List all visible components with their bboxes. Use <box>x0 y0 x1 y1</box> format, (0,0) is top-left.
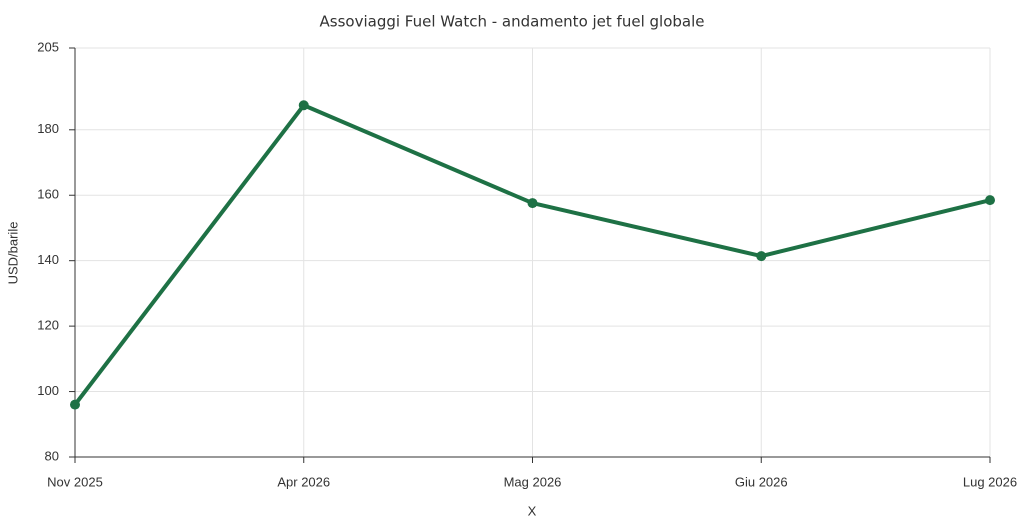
y-axis-label: USD/barile <box>5 222 20 285</box>
x-tick-label: Mag 2026 <box>504 474 562 489</box>
chart-title: Assoviaggi Fuel Watch - andamento jet fu… <box>320 13 705 31</box>
data-point <box>527 198 538 209</box>
y-tick-label: 160 <box>37 187 59 202</box>
x-tick-label: Lug 2026 <box>963 474 1017 489</box>
y-tick-label: 80 <box>45 448 59 463</box>
x-axis-label: X <box>528 503 537 518</box>
data-point <box>756 251 767 262</box>
data-point <box>985 195 995 206</box>
data-point <box>298 100 309 111</box>
x-tick-label: Giu 2026 <box>735 474 788 489</box>
y-tick-label: 100 <box>37 383 59 398</box>
y-tick-label: 140 <box>37 252 59 267</box>
data-point <box>70 399 80 410</box>
x-tick-label: Nov 2025 <box>47 474 103 489</box>
y-tick-label: 180 <box>37 121 59 136</box>
x-tick-label: Apr 2026 <box>277 474 330 489</box>
y-tick-label: 205 <box>37 39 59 54</box>
y-tick-label: 120 <box>37 318 59 333</box>
